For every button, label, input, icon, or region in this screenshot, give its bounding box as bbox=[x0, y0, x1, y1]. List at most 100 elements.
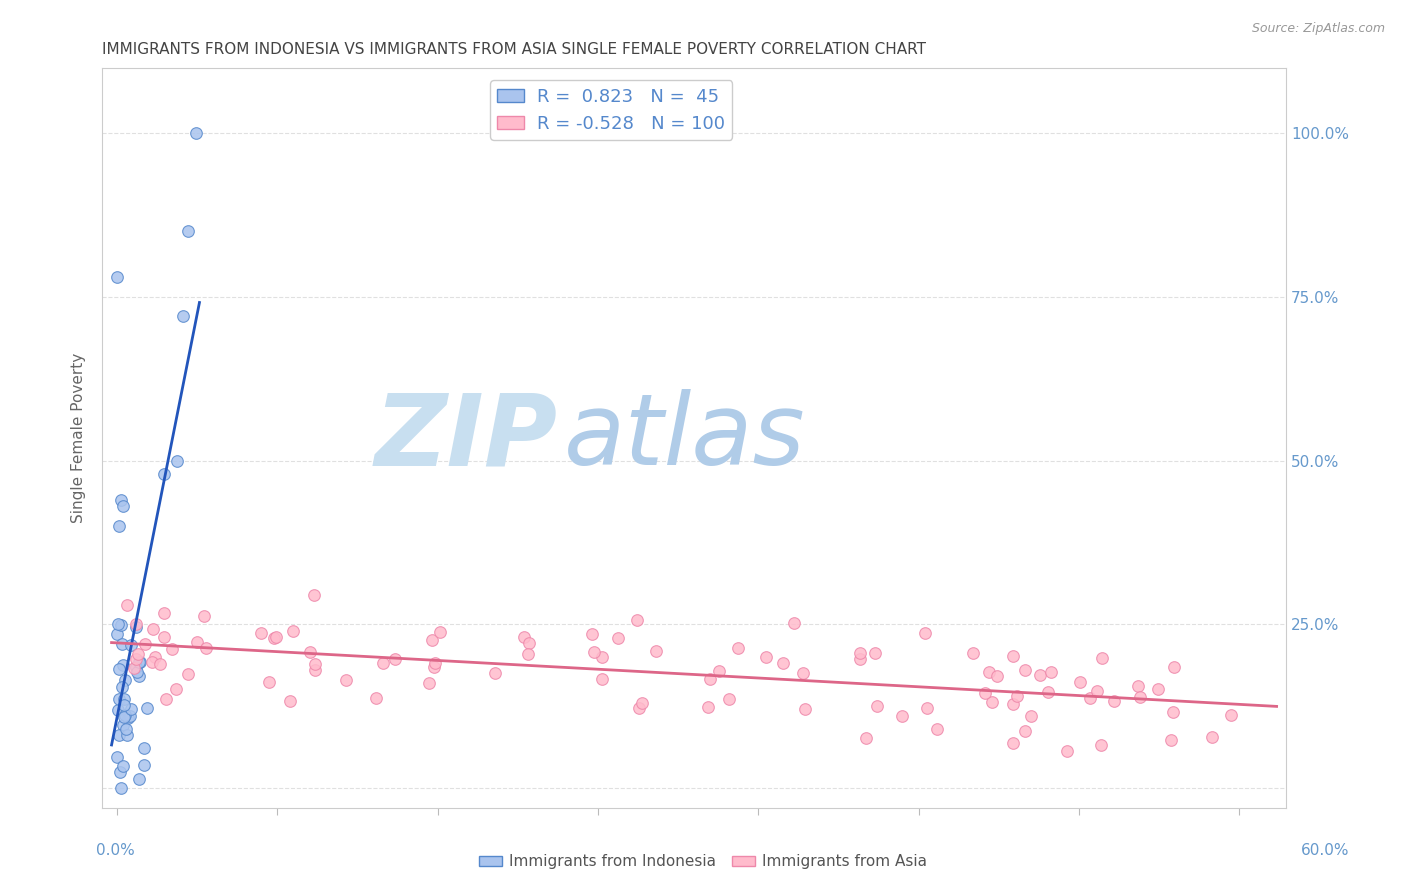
Point bbox=[278, 694, 301, 708]
Point bbox=[1161, 705, 1184, 719]
Point bbox=[1069, 675, 1091, 690]
Point bbox=[1091, 651, 1114, 665]
Point bbox=[125, 620, 148, 634]
Point bbox=[120, 638, 142, 652]
Point bbox=[172, 310, 194, 324]
Y-axis label: Single Female Poverty: Single Female Poverty bbox=[72, 352, 86, 523]
Point bbox=[105, 270, 128, 285]
Point bbox=[513, 630, 536, 644]
Point bbox=[107, 703, 129, 717]
Point bbox=[112, 710, 135, 724]
Point bbox=[120, 702, 142, 716]
Point bbox=[114, 708, 136, 723]
Point bbox=[105, 750, 128, 764]
Point bbox=[107, 616, 129, 631]
Point bbox=[1129, 690, 1152, 705]
Point bbox=[1014, 724, 1036, 739]
Point bbox=[866, 699, 889, 714]
Point bbox=[186, 635, 208, 649]
Point bbox=[114, 691, 136, 706]
Point bbox=[120, 709, 142, 723]
Point bbox=[1201, 731, 1223, 745]
Point bbox=[298, 645, 321, 659]
Point bbox=[112, 718, 135, 732]
Point bbox=[792, 665, 814, 680]
Point bbox=[1146, 682, 1168, 697]
Point bbox=[1038, 685, 1060, 699]
Point bbox=[863, 646, 886, 660]
Point bbox=[184, 126, 207, 140]
Point bbox=[127, 647, 149, 661]
Point bbox=[793, 702, 815, 716]
Point bbox=[1001, 697, 1024, 711]
Legend: R =  0.823   N =  45, R = -0.528   N = 100: R = 0.823 N = 45, R = -0.528 N = 100 bbox=[491, 80, 733, 140]
Point bbox=[1102, 693, 1125, 707]
Point bbox=[111, 500, 134, 514]
Point bbox=[1160, 733, 1182, 747]
Point bbox=[1126, 679, 1149, 693]
Legend: Immigrants from Indonesia, Immigrants from Asia: Immigrants from Indonesia, Immigrants fr… bbox=[472, 848, 934, 875]
Point bbox=[132, 740, 155, 755]
Point bbox=[115, 598, 138, 612]
Point bbox=[1219, 708, 1241, 723]
Point bbox=[143, 650, 166, 665]
Point bbox=[125, 617, 148, 632]
Point bbox=[1078, 691, 1101, 706]
Text: atlas: atlas bbox=[564, 389, 806, 486]
Point bbox=[335, 673, 357, 687]
Point bbox=[423, 660, 446, 674]
Point bbox=[153, 467, 176, 481]
Point bbox=[124, 661, 146, 675]
Point bbox=[699, 672, 721, 686]
Point bbox=[110, 492, 132, 507]
Point bbox=[110, 618, 132, 632]
Point bbox=[108, 692, 131, 706]
Point bbox=[517, 636, 540, 650]
Point bbox=[111, 658, 134, 673]
Point bbox=[423, 656, 446, 670]
Point bbox=[127, 665, 149, 679]
Point bbox=[134, 757, 156, 772]
Point bbox=[364, 691, 387, 706]
Point bbox=[696, 700, 718, 714]
Point bbox=[849, 646, 872, 660]
Point bbox=[111, 758, 134, 772]
Point bbox=[115, 723, 138, 737]
Point bbox=[631, 696, 654, 710]
Point bbox=[304, 657, 326, 671]
Text: 60.0%: 60.0% bbox=[1302, 843, 1350, 858]
Point bbox=[177, 667, 200, 681]
Point bbox=[914, 626, 936, 640]
Point bbox=[107, 662, 129, 676]
Point bbox=[1039, 665, 1062, 680]
Point bbox=[848, 651, 870, 665]
Point bbox=[371, 656, 394, 670]
Point bbox=[155, 692, 177, 706]
Point bbox=[125, 660, 148, 674]
Point bbox=[304, 663, 326, 677]
Point bbox=[583, 645, 606, 659]
Point bbox=[128, 669, 150, 683]
Point bbox=[112, 698, 135, 713]
Point bbox=[973, 686, 995, 700]
Point bbox=[110, 765, 132, 780]
Point bbox=[111, 680, 134, 694]
Point bbox=[986, 669, 1008, 683]
Point bbox=[134, 637, 156, 651]
Point bbox=[108, 519, 131, 533]
Point bbox=[263, 631, 285, 645]
Point bbox=[855, 731, 877, 745]
Point bbox=[128, 772, 150, 786]
Point bbox=[384, 651, 406, 665]
Point bbox=[591, 672, 613, 686]
Point bbox=[108, 728, 131, 742]
Point bbox=[105, 626, 128, 640]
Point bbox=[772, 657, 794, 671]
Point bbox=[606, 631, 628, 645]
Point bbox=[1090, 738, 1112, 752]
Point bbox=[429, 624, 451, 639]
Point bbox=[124, 651, 146, 665]
Point bbox=[981, 695, 1004, 709]
Point bbox=[1029, 668, 1052, 682]
Point bbox=[194, 641, 217, 656]
